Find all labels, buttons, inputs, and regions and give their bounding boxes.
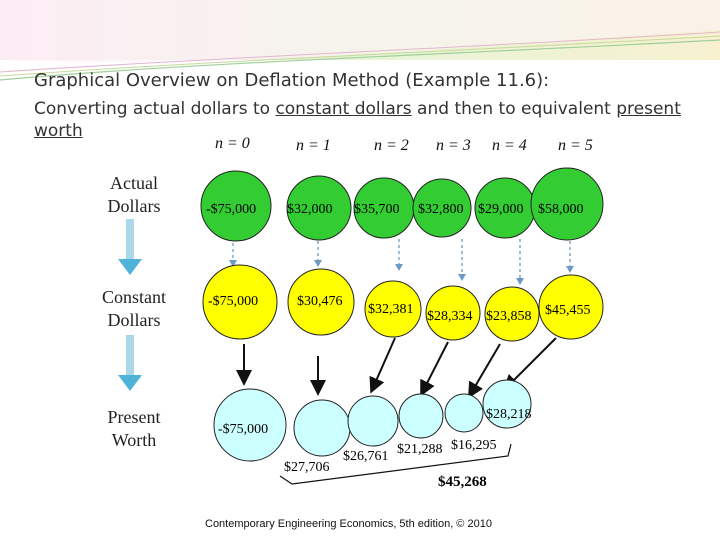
row-label-constant-line1: Constant [101,287,166,307]
row-label-present-line1: Present [107,407,161,427]
constant-value-4: $23,858 [486,309,532,324]
present-worth-total: $45,268 [438,474,487,490]
row-label-present-line2: Worth [111,430,157,450]
period-label-4: n = 4 [492,137,527,154]
present-value-2: $26,761 [343,449,389,464]
actual-value-3: $32,800 [418,202,464,217]
row-label-actual-line2: Dollars [107,196,161,216]
subtitle-text-2: and then to equivalent [411,99,617,119]
present-circle-1 [293,399,351,457]
row-transition-arrow-2 [118,335,142,391]
actual-circle-3 [412,178,472,238]
subtitle-link-present-worth: present worth [34,99,681,141]
actual-value-0: -$75,000 [206,202,256,217]
sum-bracket [279,443,512,485]
actual-circle-1 [286,175,352,241]
dashed-connectors [232,239,571,280]
present-circle-5 [482,379,532,429]
constant-circle-2 [364,280,422,338]
dashed-connector-heads [229,260,574,285]
row-label-actual-line1: Actual [110,173,158,193]
constant-value-0: -$75,000 [208,294,258,309]
actual-value-2: $35,700 [354,202,400,217]
period-label-2: n = 2 [374,137,409,154]
actual-value-4: $29,000 [478,202,524,217]
present-value-4: $16,295 [451,438,497,453]
subtitle-text-1: Converting actual dollars to [34,99,276,119]
present-circle-0 [213,388,287,462]
present-circle-4 [444,393,484,433]
actual-value-5: $58,000 [538,202,584,217]
constant-value-2: $32,381 [368,302,414,317]
present-value-3: $21,288 [397,442,443,457]
page-subtitle: Converting actual dollars to constant do… [34,98,684,142]
discount-arrows [236,337,557,399]
actual-value-1: $32,000 [287,202,333,217]
constant-circle-5 [538,274,604,340]
constant-circle-0 [202,264,278,340]
present-circle-2 [347,395,399,447]
row-transition-arrow-1 [118,219,142,275]
constant-circle-3 [425,285,481,341]
row-label-constant-line2: Dollars [107,310,161,330]
subtitle-link-constant-dollars: constant dollars [275,99,412,119]
constant-value-1: $30,476 [297,294,343,309]
period-label-0: n = 0 [215,135,250,152]
period-label-3: n = 3 [436,137,471,154]
constant-value-5: $45,455 [545,303,591,318]
actual-circle-5 [530,167,604,241]
constant-value-3: $28,334 [427,309,473,324]
row-label-present: Present Worth [94,406,174,452]
present-circle-3 [398,393,444,439]
row-label-actual: Actual Dollars [94,172,174,218]
present-value-1: $27,706 [284,460,330,475]
footer-citation: Contemporary Engineering Economics, 5th … [205,518,492,530]
header-banner [0,0,720,81]
period-label-1: n = 1 [296,137,331,154]
page-title: Graphical Overview on Deflation Method (… [34,70,550,91]
constant-circle-1 [287,268,355,336]
row-label-constant: Constant Dollars [86,286,182,332]
actual-circle-0 [200,170,272,242]
constant-circle-4 [484,286,540,342]
present-value-0: -$75,000 [218,422,268,437]
period-label-5: n = 5 [558,137,593,154]
present-value-5: $28,218 [486,407,532,422]
